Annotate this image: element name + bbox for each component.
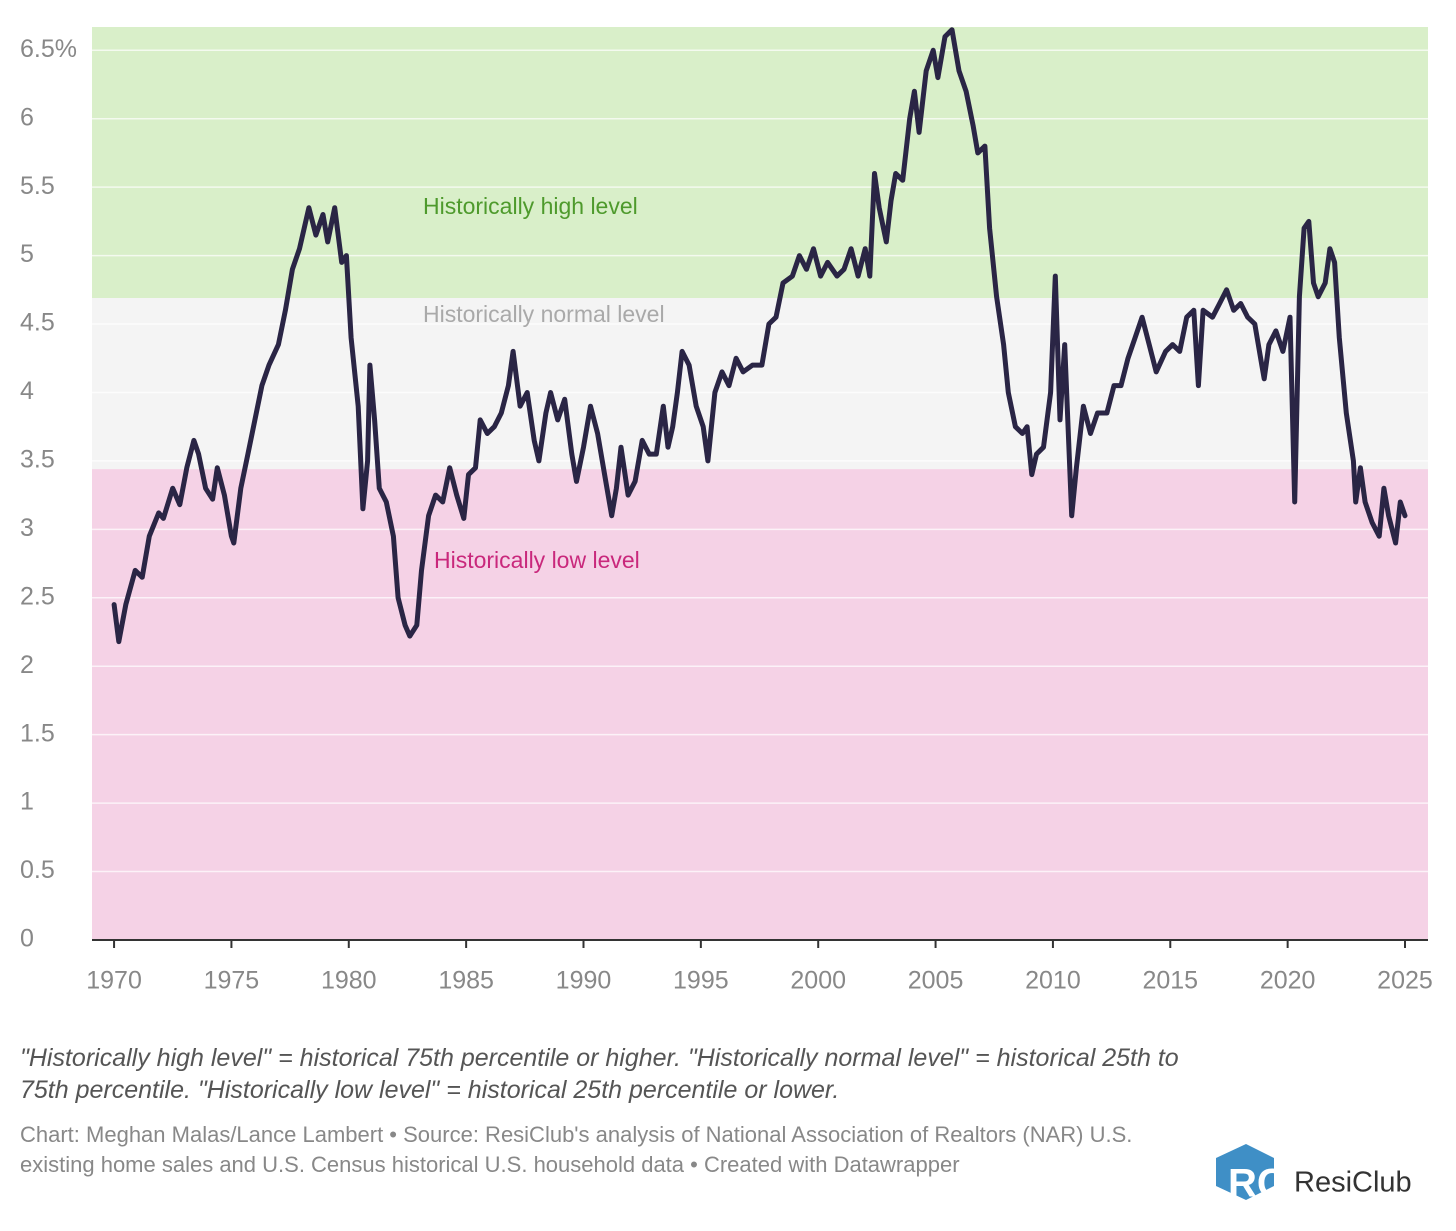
band-label: Historically normal level: [423, 301, 665, 327]
y-tick-label: 3.5: [20, 446, 55, 474]
band-label: Historically low level: [434, 547, 640, 573]
band: [92, 27, 1428, 299]
x-tick-label: 2010: [1025, 967, 1081, 995]
x-tick-label: 1980: [321, 967, 377, 995]
y-tick-label: 1.5: [20, 719, 55, 747]
logo: RC ResiClub: [1216, 1144, 1412, 1206]
chart: 0 0.5 1 1.5 2 2.5 3 3.5 4 4.5 5 5.5 6 6.5% 1970 1975 198…: [20, 27, 1433, 995]
y-tick-label: 2: [20, 651, 34, 679]
y-tick-label: 2.5: [20, 582, 55, 610]
x-tick-label: 1975: [204, 967, 260, 995]
y-tick-label: 0: [20, 925, 34, 953]
y-tick-label: 1: [20, 788, 34, 816]
x-tick-label: 1985: [438, 967, 494, 995]
y-tick-label: 3: [20, 514, 34, 542]
y-tick-label: 6.5%: [20, 35, 77, 63]
footnote: "Historically high level" = historical 7…: [20, 1044, 1179, 1104]
logo-icon: [1216, 1144, 1274, 1200]
x-tick-label: 1970: [86, 967, 142, 995]
y-tick-label: 6: [20, 103, 34, 131]
x-tick-label: 1995: [673, 967, 729, 995]
series-line: [111, 27, 1408, 645]
x-tick-label: 2000: [790, 967, 846, 995]
x-tick-label: 1990: [556, 967, 612, 995]
band: [92, 298, 1428, 470]
x-tick-label: 2015: [1142, 967, 1198, 995]
y-tick-label: 0.5: [20, 856, 55, 884]
band-label: Historically high level: [423, 193, 638, 219]
logo-letters: RC: [1228, 1162, 1286, 1206]
y-tick-label: 5: [20, 240, 34, 268]
y-tick-label: 5.5: [20, 172, 55, 200]
credit: Chart: Meghan Malas/Lance Lambert • Sour…: [20, 1122, 1133, 1177]
band: [92, 469, 1428, 940]
x-tick-label: 2020: [1260, 967, 1316, 995]
x-tick-label: 2005: [908, 967, 964, 995]
brand-name: ResiClub: [1294, 1167, 1412, 1199]
y-tick-label: 4.5: [20, 309, 55, 337]
x-tick-label: 2025: [1377, 967, 1433, 995]
y-tick-label: 4: [20, 377, 34, 405]
